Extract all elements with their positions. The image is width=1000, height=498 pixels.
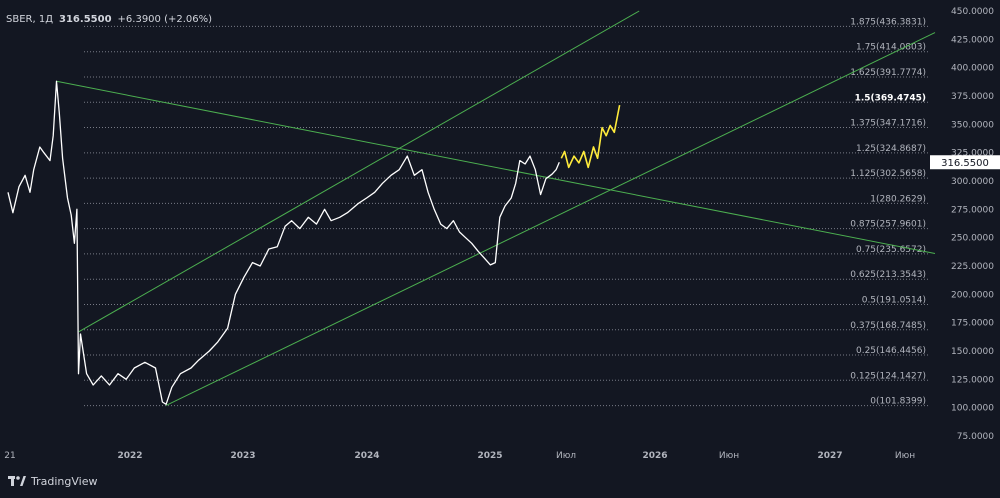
fib-level-label: 0.5(191.0514) <box>862 295 926 305</box>
time-tick-label: 2023 <box>230 451 255 461</box>
fib-level-label: 0.875(257.9601) <box>850 220 926 230</box>
price-tick-label: 450.0000 <box>951 7 994 17</box>
price-tick-label: 275.0000 <box>951 205 994 215</box>
fib-level-label: 0.75(235.6572) <box>856 245 926 255</box>
price-tick-label: 400.0000 <box>951 64 994 74</box>
trendline[interactable] <box>165 32 936 406</box>
price-tick-label: 200.0000 <box>951 290 994 300</box>
trendline-group[interactable] <box>56 10 936 406</box>
time-tick-label: 2025 <box>477 451 502 461</box>
time-axis[interactable]: 21 2022 2023 2024 2025 Июл 2026 Июн 2027 Июн <box>4 451 915 461</box>
fib-level-label: 1.875(436.3831) <box>850 17 926 27</box>
time-tick-label: 2022 <box>117 451 142 461</box>
fib-level-label: 1.125(302.5658) <box>850 169 926 179</box>
last-price-marker-label: 316.5500 <box>941 158 989 169</box>
time-tick-label: Июн <box>719 451 739 461</box>
time-tick-label: Июн <box>895 451 915 461</box>
price-tick-label: 100.0000 <box>951 404 994 414</box>
price-tick-label: 175.0000 <box>951 319 994 329</box>
fib-level-label: 0.625(213.3543) <box>850 270 926 280</box>
price-tick-label: 250.0000 <box>951 234 994 244</box>
fib-level-label: 0(101.8399) <box>870 397 926 407</box>
fib-level-label: 1(280.2629) <box>870 194 926 204</box>
fib-level-label: 0.375(168.7485) <box>850 321 926 331</box>
series-group <box>7 80 621 405</box>
price-tick-label: 150.0000 <box>951 347 994 357</box>
price-tick-label: 350.0000 <box>951 120 994 130</box>
price-change: +6.3900 (+2.06%) <box>117 14 213 25</box>
fib-level-label: 1.25(324.8687) <box>856 144 926 154</box>
tradingview-logo[interactable]: TradingView <box>8 475 97 488</box>
symbol-header: SBER, 1Д 316.5500 +6.3900 (+2.06%) <box>6 14 212 25</box>
last-price-marker <box>930 155 1000 170</box>
fib-level-label: 1.375(347.1716) <box>850 119 926 129</box>
price-tick-label: 125.0000 <box>951 375 994 385</box>
symbol-label[interactable]: SBER, 1Д <box>6 14 54 25</box>
last-price: 316.5500 <box>59 14 112 25</box>
fib-level-label: 1.625(391.7774) <box>850 68 926 78</box>
fib-level-label: 1.75(414.0803) <box>856 43 926 53</box>
price-tick-label: 75.0000 <box>957 432 994 442</box>
time-tick-label: 2024 <box>354 451 379 461</box>
price-axis[interactable]: 75.0000 100.0000 125.0000 150.0000 175.0000 2… <box>930 7 1000 442</box>
price-tick-label: 325.0000 <box>951 149 994 159</box>
projection-series <box>560 104 621 169</box>
price-line-series <box>7 80 560 405</box>
fib-level-label: 0.125(124.1427) <box>850 371 926 381</box>
price-tick-label: 425.0000 <box>951 35 994 45</box>
price-tick-label: 300.0000 <box>951 177 994 187</box>
fib-level-label: 1.5(369.4745) <box>855 93 926 103</box>
price-tick-label: 225.0000 <box>951 262 994 272</box>
fib-level-label: 0.25(146.4456) <box>856 346 926 356</box>
time-tick-label: Июл <box>556 451 576 461</box>
trendline[interactable] <box>78 10 640 333</box>
fibonacci-retracement[interactable]: 0(101.8399) 0.125(124.1427) 0.25(146.4456)… <box>84 17 930 407</box>
trendline[interactable] <box>56 80 936 255</box>
time-tick-label: 21 <box>4 451 15 461</box>
time-tick-label: 2026 <box>642 451 667 461</box>
price-tick-label: 375.0000 <box>951 92 994 102</box>
brand-name: TradingView <box>31 475 98 488</box>
tradingview-icon <box>8 476 26 486</box>
time-tick-label: 2027 <box>817 451 842 461</box>
